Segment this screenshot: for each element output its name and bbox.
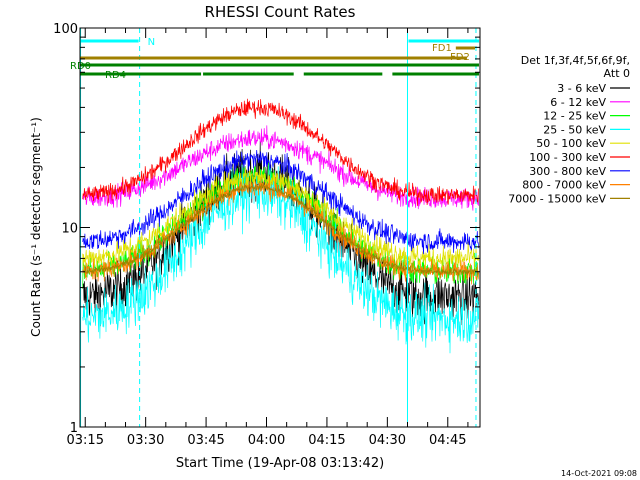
series-line-7 [82,176,480,285]
y-tick-label-0: 1 [70,421,78,436]
x-tick-label-2: 03:45 [187,433,224,448]
legend-label-4: 50 - 100 keV [536,137,606,150]
legend-label-0: 3 - 6 keV [557,82,606,95]
y-tick-label-1: 10 [61,222,78,237]
series-line-3 [82,164,480,354]
x-axis-label: Start Time (19-Apr-08 03:13:42) [176,456,384,471]
legend: Det 1f,3f,4f,5f,6f,9f, Att 0 3 - 6 keV6 … [508,54,630,205]
flag-label-fd1: FD1 [432,43,452,54]
flag-label-n: N [148,37,155,48]
legend-header-line2: Att 0 [604,67,630,80]
y-tick-label-2: 100 [53,22,78,37]
flag-label-fd2: FD2 [450,52,470,63]
footer-timestamp: 14-Oct-2021 09:08 [561,469,637,478]
legend-label-5: 100 - 300 keV [529,151,606,164]
legend-label-8: 7000 - 15000 keV [508,192,606,205]
series-line-1 [82,125,480,211]
legend-label-6: 300 - 800 keV [529,165,606,178]
flag-label-rd4: RD4 [105,70,126,81]
chart-title: RHESSI Count Rates [205,3,356,21]
series-line-6 [82,149,480,255]
legend-header-line1: Det 1f,3f,4f,5f,6f,9f, [521,54,630,67]
x-tick-label-6: 04:45 [429,433,466,448]
axes: 1 10 100 03:15 03:30 03:45 04:00 04:15 04:30 04:4… [53,22,481,448]
x-tick-label-3: 04:00 [248,433,285,448]
series-line-4 [82,166,480,273]
series-line-8 [82,182,480,277]
x-tick-label-4: 04:15 [308,433,345,448]
legend-label-1: 6 - 12 keV [550,96,606,109]
x-tick-label-0: 03:15 [67,433,104,448]
legend-label-3: 25 - 50 keV [543,123,606,136]
x-tick-label-5: 04:30 [369,433,406,448]
series-line-5 [82,98,480,206]
legend-label-7: 800 - 7000 keV [522,179,606,192]
x-tick-label-1: 03:30 [127,433,164,448]
flag-label-rd0: RD0 [70,61,91,72]
y-axis-label: Count Rate (s⁻¹ detector segment⁻¹) [29,117,43,337]
legend-label-2: 12 - 25 keV [543,110,606,123]
